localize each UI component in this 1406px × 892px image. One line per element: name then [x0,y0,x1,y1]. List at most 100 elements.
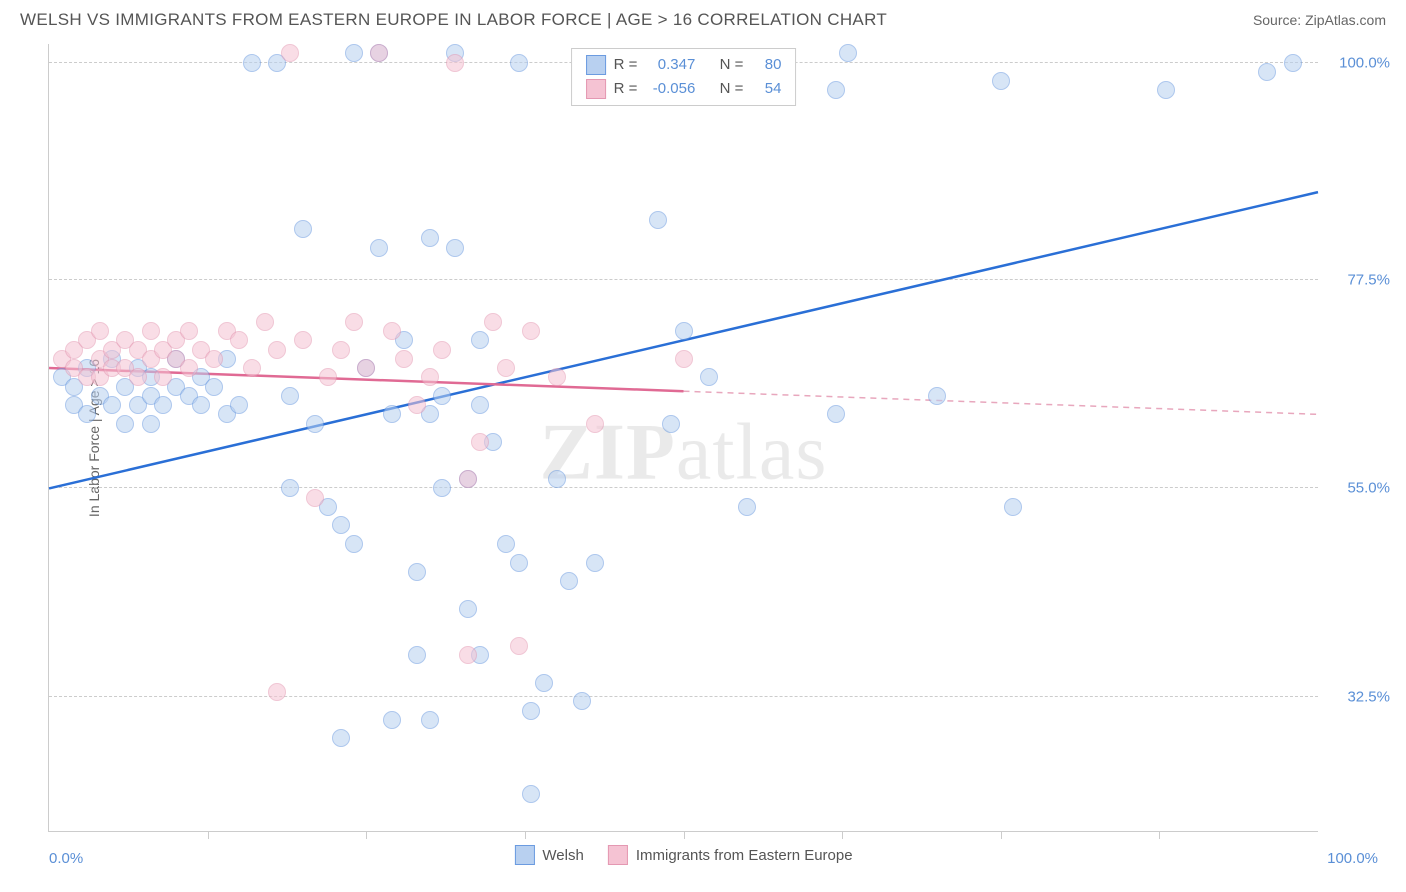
scatter-point [827,81,845,99]
scatter-point [738,498,756,516]
x-tick [842,831,843,839]
scatter-point [421,229,439,247]
x-tick [684,831,685,839]
scatter-point [408,563,426,581]
scatter-point [332,341,350,359]
scatter-point [180,322,198,340]
scatter-point [433,479,451,497]
legend-row: R =-0.056 N =54 [586,77,782,101]
scatter-point [1258,63,1276,81]
legend-r-value: -0.056 [645,77,695,101]
x-tick [1001,831,1002,839]
scatter-point [1004,498,1022,516]
scatter-point [573,692,591,710]
y-tick-label: 55.0% [1330,480,1390,497]
scatter-point [497,535,515,553]
legend-swatch [608,845,628,865]
scatter-point [535,674,553,692]
scatter-point [497,359,515,377]
scatter-point [345,44,363,62]
scatter-point [992,72,1010,90]
legend-r-value: 0.347 [645,53,695,77]
scatter-point [471,396,489,414]
scatter-point [383,711,401,729]
x-axis-label: 0.0% [49,850,83,867]
legend-series: Welsh Immigrants from Eastern Europe [514,845,852,865]
trend-lines [49,44,1318,831]
scatter-point [370,239,388,257]
scatter-point [471,331,489,349]
scatter-point [281,44,299,62]
x-axis-label: 100.0% [1327,850,1378,867]
legend-item: Welsh [514,845,583,865]
scatter-point [459,600,477,618]
scatter-point [471,433,489,451]
scatter-point [484,313,502,331]
scatter-point [522,322,540,340]
scatter-point [345,313,363,331]
scatter-point [1284,54,1302,72]
scatter-point [433,387,451,405]
scatter-point [357,359,375,377]
scatter-point [306,415,324,433]
scatter-point [827,405,845,423]
scatter-point [78,405,96,423]
scatter-point [142,322,160,340]
scatter-point [928,387,946,405]
scatter-point [446,54,464,72]
scatter-point [154,368,172,386]
scatter-point [675,322,693,340]
scatter-point [345,535,363,553]
scatter-point [319,368,337,386]
scatter-point [103,396,121,414]
scatter-point [383,322,401,340]
source-label: Source: ZipAtlas.com [1253,12,1386,28]
legend-series-name: Immigrants from Eastern Europe [636,847,853,864]
y-tick-label: 32.5% [1330,688,1390,705]
scatter-point [421,711,439,729]
y-tick-label: 77.5% [1330,272,1390,289]
scatter-point [548,470,566,488]
scatter-point [839,44,857,62]
scatter-point [129,368,147,386]
scatter-point [370,44,388,62]
scatter-point [230,331,248,349]
legend-swatch [586,55,606,75]
legend-r-label: R = [614,53,638,77]
scatter-point [675,350,693,368]
scatter-point [446,239,464,257]
scatter-point [408,646,426,664]
scatter-point [700,368,718,386]
x-tick [366,831,367,839]
scatter-point [268,341,286,359]
scatter-point [395,350,413,368]
scatter-point [510,637,528,655]
legend-r-label: R = [614,77,638,101]
scatter-point [459,646,477,664]
scatter-point [192,396,210,414]
scatter-point [408,396,426,414]
legend-n-value: 80 [751,53,781,77]
legend-swatch [586,79,606,99]
scatter-point [205,378,223,396]
scatter-point [243,359,261,377]
scatter-point [510,554,528,572]
chart-title: WELSH VS IMMIGRANTS FROM EASTERN EUROPE … [20,10,887,30]
scatter-point [230,396,248,414]
scatter-point [306,489,324,507]
scatter-point [281,387,299,405]
x-tick [525,831,526,839]
chart-plot-area: In Labor Force | Age > 16 100.0%77.5%55.… [48,44,1318,832]
scatter-point [459,470,477,488]
scatter-point [205,350,223,368]
scatter-point [180,359,198,377]
legend-n-label: N = [720,53,744,77]
scatter-point [649,211,667,229]
scatter-point [281,479,299,497]
scatter-point [586,554,604,572]
scatter-point [662,415,680,433]
scatter-point [522,785,540,803]
scatter-point [332,729,350,747]
legend-row: R = 0.347 N = 80 [586,53,782,77]
legend-n-label: N = [720,77,744,101]
